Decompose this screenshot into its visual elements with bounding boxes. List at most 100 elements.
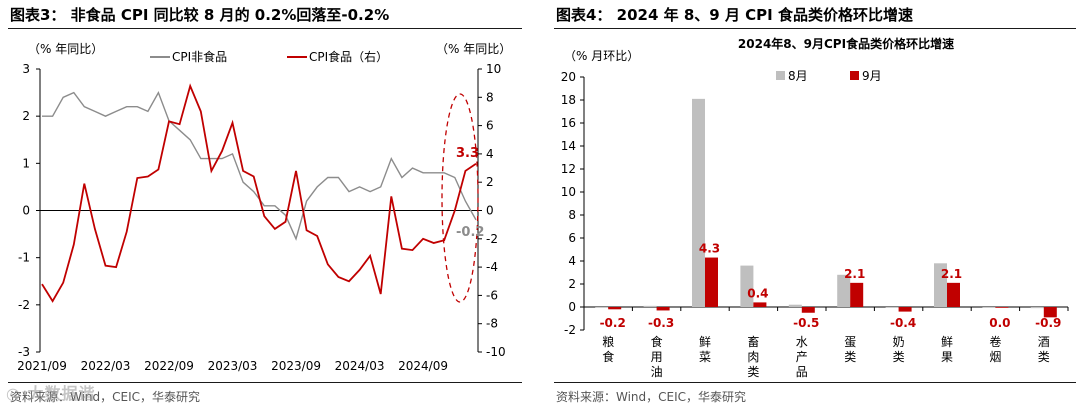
left-title-divider [8, 28, 522, 29]
bar-data-label: 0.4 [747, 286, 768, 300]
right-title-divider [554, 28, 1076, 29]
x-tick-label: 2021/09 [17, 359, 67, 373]
bar-data-label: 2.1 [844, 267, 865, 281]
left-y-tick-label: -2 [18, 298, 30, 312]
left-chart-title: 图表3： 非食品 CPI 同比较 8 月的 0.2%回落至-0.2% [10, 6, 390, 24]
bar-sep-2 [705, 257, 718, 307]
bar-sep-0 [608, 307, 622, 310]
category-label-char: 菜 [699, 350, 711, 364]
right-y-tick-label: -8 [486, 317, 498, 331]
left-line-chart: （% 年同比） （% 年同比） CPI非食品 CPI食品（右） 3210-1-2… [17, 42, 511, 373]
category-label-char: 食 [651, 334, 663, 349]
category-label-char: 鲜 [941, 335, 953, 349]
bar-y-tick-label: 20 [561, 70, 576, 84]
left-y-tick-label: -1 [18, 251, 30, 265]
bar-data-label: -0.5 [793, 316, 819, 330]
left-y-tick-label: 3 [22, 62, 30, 76]
right-y-tick-label: -10 [486, 345, 506, 359]
x-tick-label: 2022/03 [81, 359, 131, 373]
category-label-char: 烟 [989, 350, 1001, 364]
annotation-nonfood-latest: -0.2 [456, 225, 484, 240]
right-bottom-divider [554, 382, 1076, 383]
category-label-char: 水 [796, 335, 808, 349]
bar-data-label: -0.4 [890, 316, 916, 330]
series-line-food [41, 83, 477, 303]
legend-label-nonfood: CPI非食品 [172, 49, 227, 64]
bar-sep-7 [947, 282, 960, 307]
bar-aug-3 [740, 265, 754, 307]
left-axis-unit: （% 年同比） [28, 42, 103, 56]
bar-y-tick-label: 8 [568, 208, 576, 222]
x-tick-label: 2024/03 [335, 359, 385, 373]
bar-sep-4 [801, 307, 815, 313]
bar-sep-3 [753, 302, 767, 307]
right-y-tick-label: 6 [486, 119, 494, 133]
bar-aug-9 [1030, 307, 1044, 309]
bar-y-tick-label: -2 [564, 323, 576, 337]
left-bottom-divider [8, 382, 522, 383]
right-y-tick-label: 2 [486, 175, 494, 189]
bar-data-label: 2.1 [941, 267, 962, 281]
annotation-food-latest: 3.3 [456, 146, 479, 161]
category-label-char: 类 [844, 350, 856, 364]
right-chart-panel: 图表4： 2024 年 8、9 月 CPI 食品类价格环比增速 2024年8、9… [546, 0, 1080, 414]
legend-label-sep: 9月 [862, 69, 882, 83]
bar-aug-2 [692, 98, 705, 307]
left-source: 资料来源：Wind，CEIC，华泰研究 [10, 390, 201, 404]
right-y-tick-label: -2 [486, 232, 498, 246]
bar-y-tick-label: 10 [561, 185, 576, 199]
x-tick-label: 2024/09 [398, 359, 448, 373]
bar-chart-ylabel: （% 月环比） [564, 49, 639, 63]
bar-y-tick-label: 4 [568, 254, 576, 268]
bar-data-label: -0.2 [600, 316, 626, 330]
bar-aug-5 [837, 274, 851, 307]
bar-sep-6 [898, 307, 912, 312]
category-label-char: 畜 [747, 334, 759, 349]
category-label-char: 卷 [989, 334, 1001, 349]
bar-aug-4 [788, 304, 802, 307]
left-legend: CPI非食品 CPI食品（右） [150, 49, 388, 64]
category-label-char: 鲜 [699, 335, 711, 349]
legend-swatch-sep [850, 71, 859, 80]
legend-swatch-aug [776, 71, 785, 80]
highlight-ellipse [441, 93, 479, 303]
left-y-tick-label: -3 [18, 345, 30, 359]
left-y-tick-label: 0 [22, 204, 30, 218]
bar-aug-6 [885, 307, 899, 308]
bar-sep-1 [656, 307, 670, 311]
bar-sep-8 [995, 307, 1009, 308]
bar-aug-0 [595, 307, 609, 308]
bar-sep-5 [850, 282, 864, 307]
category-label-char: 类 [747, 365, 759, 379]
right-y-tick-label: -4 [486, 260, 498, 274]
category-label-char: 油 [651, 365, 663, 379]
category-label-char: 奶 [893, 335, 905, 349]
series-line-nonfood [42, 90, 477, 241]
bar-aug-8 [982, 307, 996, 308]
bar-data-label: 4.3 [699, 242, 720, 256]
category-label-char: 类 [893, 350, 905, 364]
bar-y-tick-label: 0 [568, 300, 576, 314]
bar-data-label: 0.0 [989, 316, 1010, 330]
right-y-tick-label: 10 [486, 62, 501, 76]
category-label-char: 用 [651, 350, 663, 364]
category-label-char: 粮 [602, 334, 614, 349]
bar-y-tick-label: 18 [561, 93, 576, 107]
bar-aug-1 [643, 305, 657, 307]
bar-y-tick-label: 16 [561, 116, 576, 130]
bar-y-tick-label: 6 [568, 231, 576, 245]
right-y-tick-label: 4 [486, 147, 494, 161]
watermark: ◎ 大数据谐 [6, 384, 96, 403]
bar-chart-inner-title: 2024年8、9月CPI食品类价格环比增速 [738, 36, 954, 51]
bar-y-tick-label: 14 [561, 139, 576, 153]
x-tick-label: 2023/03 [208, 359, 258, 373]
left-y-tick-label: 2 [22, 109, 30, 123]
category-label-char: 果 [941, 350, 953, 364]
right-y-tick-label: -6 [486, 288, 498, 302]
x-tick-label: 2023/09 [271, 359, 321, 373]
category-label-char: 产 [796, 350, 808, 364]
category-label-char: 食 [602, 349, 614, 364]
bar-aug-7 [934, 263, 947, 307]
bar-y-tick-label: 12 [561, 162, 576, 176]
right-bar-chart: 2024年8、9月CPI食品类价格环比增速 （% 月环比） 8月 9月 2018… [561, 36, 1069, 379]
